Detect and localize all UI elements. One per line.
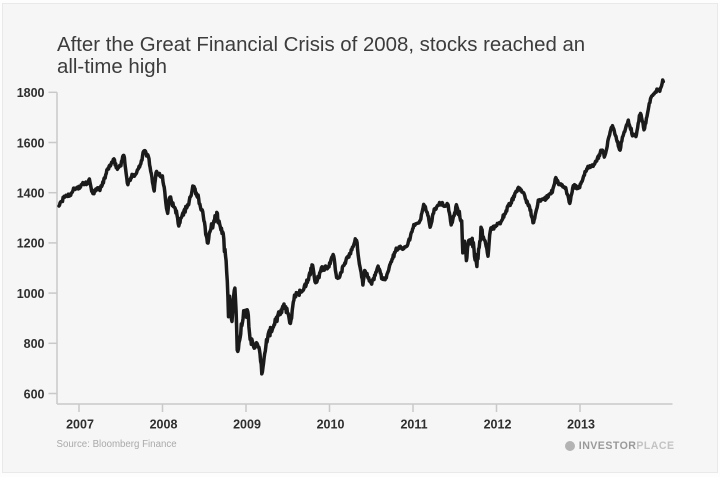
svg-text:2011: 2011 (400, 418, 427, 432)
svg-text:2009: 2009 (233, 418, 261, 432)
svg-text:1200: 1200 (17, 237, 45, 251)
svg-text:1600: 1600 (17, 136, 45, 150)
svg-text:2012: 2012 (484, 418, 512, 432)
svg-text:600: 600 (24, 387, 45, 401)
svg-text:1000: 1000 (17, 287, 45, 301)
svg-text:2010: 2010 (317, 418, 345, 432)
svg-text:2013: 2013 (567, 418, 595, 432)
svg-text:1400: 1400 (17, 187, 45, 201)
svg-text:2008: 2008 (150, 418, 178, 432)
svg-text:1800: 1800 (17, 86, 45, 100)
svg-text:2007: 2007 (66, 418, 94, 432)
svg-text:800: 800 (24, 337, 45, 351)
